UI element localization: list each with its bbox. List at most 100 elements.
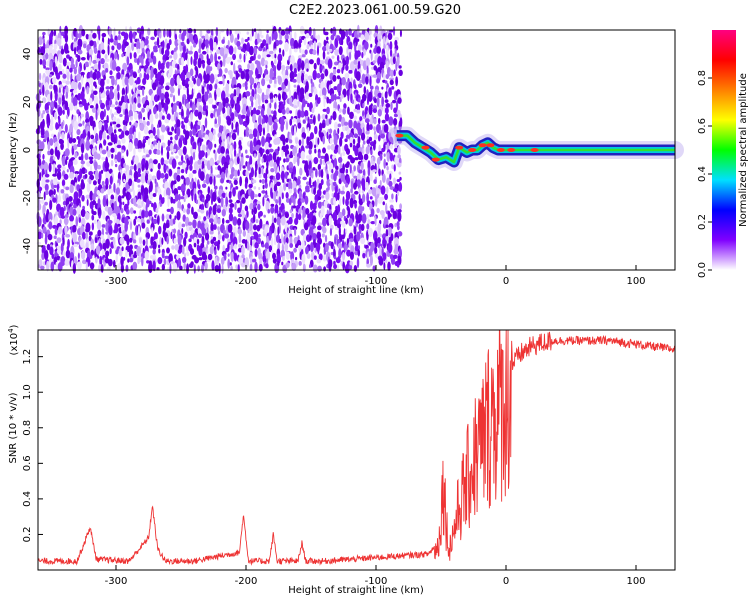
spectrogram-cell xyxy=(312,49,317,56)
spectrogram-cell xyxy=(101,149,107,155)
spectrogram-cell xyxy=(115,192,118,203)
spectrogram-cell xyxy=(94,170,99,181)
spectrogram-cell xyxy=(164,91,170,100)
spectrogram-cell xyxy=(111,45,115,51)
spectrogram-cell xyxy=(361,213,367,224)
spectrogram-cell xyxy=(360,237,366,245)
spectrogram-cell xyxy=(45,52,49,60)
spectrogram-cell xyxy=(230,251,234,262)
spectrogram-cell xyxy=(134,216,138,220)
spectrogram-cell xyxy=(46,260,50,272)
spectrogram-cell xyxy=(146,120,150,126)
spectrogram-cell xyxy=(157,202,160,210)
spectrogram-cell xyxy=(78,192,81,199)
spectrogram-cell xyxy=(80,113,85,118)
spectrogram-cell xyxy=(248,183,253,189)
spectrogram-cell xyxy=(240,70,245,80)
spectrogram-cell xyxy=(271,53,275,59)
spectrogram-cell xyxy=(256,60,261,71)
spectrogram-cell xyxy=(204,117,208,129)
spectrogram-cell xyxy=(48,74,53,78)
spectrogram-cell xyxy=(204,232,210,241)
spectrogram-cell xyxy=(91,107,97,113)
spectrogram-cell xyxy=(193,263,196,274)
spectrogram-cell xyxy=(38,116,42,121)
spectrogram-cell xyxy=(244,192,249,199)
spectrogram-cell xyxy=(334,236,337,245)
spectrogram-x-tick-label: -100 xyxy=(365,276,388,287)
spectrogram-cell xyxy=(40,46,46,56)
spectrogram-cell xyxy=(98,129,103,141)
spectrogram-cell xyxy=(167,139,171,147)
spectrogram-cell xyxy=(365,146,370,155)
spectrogram-cell xyxy=(172,262,178,273)
spectrogram-cell xyxy=(105,171,110,180)
spectrogram-cell xyxy=(213,175,216,187)
spectrogram-cell xyxy=(216,256,220,262)
spectrogram-cell xyxy=(74,151,78,159)
spectrogram-cell xyxy=(345,217,348,225)
spectrogram-cell xyxy=(206,210,209,218)
spectrogram-cell xyxy=(242,165,246,169)
spectrogram-cell xyxy=(194,257,200,264)
spectrogram-cell xyxy=(280,216,286,226)
spectrogram-cell xyxy=(244,85,248,91)
spectrogram-cell xyxy=(347,106,350,115)
spectrogram-cell xyxy=(90,134,95,140)
spectrogram-cell xyxy=(148,149,152,155)
spectrogram-cell xyxy=(254,122,258,130)
spectrogram-cell xyxy=(283,181,287,192)
spectrogram-cell xyxy=(199,29,203,37)
spectrogram-cell xyxy=(277,75,283,86)
spectrogram-cell xyxy=(218,263,221,274)
spectrogram-cell xyxy=(289,209,293,214)
spectrogram-cell xyxy=(249,106,252,111)
spectrogram-cell xyxy=(372,156,376,162)
spectrogram-cell xyxy=(166,145,171,152)
spectrogram-cell xyxy=(194,35,199,45)
spectrogram-cell xyxy=(220,178,225,184)
spectrogram-cell xyxy=(329,128,333,134)
spectrogram-cell xyxy=(389,152,394,162)
spectrogram-cell xyxy=(312,115,316,125)
spectrogram-cell xyxy=(201,183,207,189)
spectrogram-cell xyxy=(206,58,212,66)
spectrogram-cell xyxy=(151,202,154,208)
spectrogram-cell xyxy=(329,228,333,237)
spectrogram-cell xyxy=(137,69,141,74)
spectrogram-cell xyxy=(44,249,49,261)
spectrogram-cell xyxy=(249,263,253,272)
spectrogram-cell xyxy=(52,177,58,186)
spectrogram-cell xyxy=(45,189,49,196)
spectrogram-cell xyxy=(258,174,262,179)
spectrogram-cell xyxy=(137,167,141,175)
spectrogram-cell xyxy=(129,127,134,136)
spectrogram-cell xyxy=(144,160,149,171)
spectrogram-cell xyxy=(54,101,58,109)
spectrogram-cell xyxy=(174,39,179,47)
spectrogram-cell xyxy=(370,221,376,225)
spectrogram-cell xyxy=(36,241,41,245)
spectrogram-cell xyxy=(308,264,312,269)
spectrogram-cell xyxy=(214,91,217,101)
spectrogram-cell xyxy=(111,60,117,71)
snr-y-tick-label: 0.4 xyxy=(22,491,33,507)
spectrogram-cell xyxy=(141,55,144,67)
spectrogram-cell xyxy=(233,243,238,250)
spectrogram-cell xyxy=(163,160,169,165)
spectrogram-cell xyxy=(338,211,343,220)
spectrogram-cell xyxy=(147,173,153,182)
spectrogram-cell xyxy=(68,102,74,111)
spectrogram-cell xyxy=(92,211,97,216)
spectrogram-cell xyxy=(236,73,240,78)
spectrogram-cell xyxy=(320,155,326,159)
spectrogram-cell xyxy=(301,239,305,251)
spectrogram-cell xyxy=(259,218,263,229)
spectrogram-cell xyxy=(50,90,53,102)
spectrogram-cell xyxy=(332,26,337,37)
spectrogram-cell xyxy=(109,247,112,255)
spectrogram-cell xyxy=(63,173,69,180)
spectrogram-cell xyxy=(197,227,201,235)
spectrogram-cell xyxy=(277,93,282,102)
spectrogram-cell xyxy=(179,52,182,58)
